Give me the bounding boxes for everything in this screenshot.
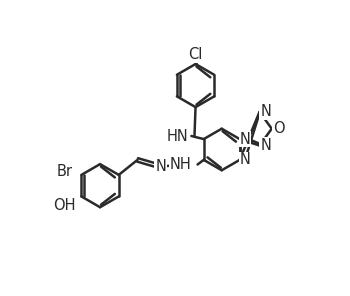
Text: N: N <box>240 132 251 147</box>
Text: N: N <box>240 152 251 167</box>
Text: OH: OH <box>53 198 75 213</box>
Text: N: N <box>260 104 271 119</box>
Text: N: N <box>260 138 271 153</box>
Text: Br: Br <box>56 164 72 179</box>
Text: N: N <box>155 159 166 173</box>
Text: Cl: Cl <box>188 47 203 62</box>
Text: NH: NH <box>170 157 191 172</box>
Text: HN: HN <box>167 128 188 144</box>
Text: O: O <box>273 121 285 136</box>
